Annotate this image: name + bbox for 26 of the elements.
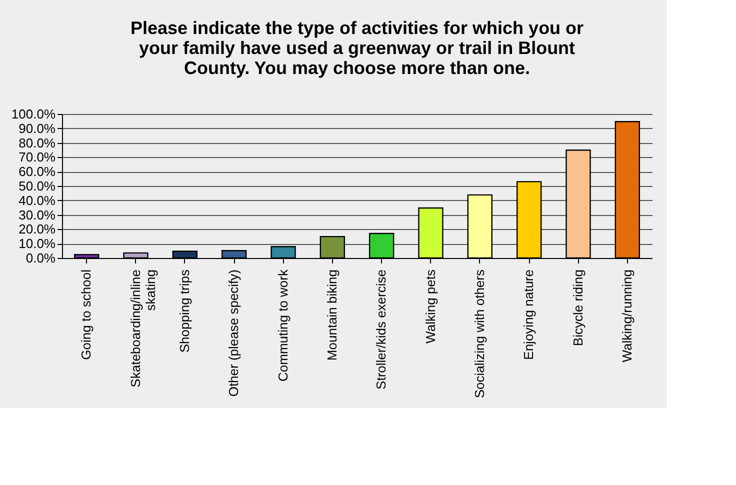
y-tick-label: 30.0% — [18, 207, 56, 222]
y-tick-label: 10.0% — [18, 236, 56, 252]
x-tick-label: Bicycle riding — [570, 270, 586, 346]
text: Please indicate the type of activities for which you or — [130, 18, 584, 38]
text: your family have used a greenway or trail in Blount — [138, 38, 576, 58]
y-tick-label: 100.0% — [11, 106, 56, 122]
x-tick-label: Stroller/kids exercise — [374, 270, 389, 390]
x-tick-label: Walking/running — [619, 270, 634, 362]
x-tick-label: Walking pets — [422, 269, 438, 344]
y-tick-label: 70.0% — [18, 150, 56, 165]
x-tick-label: Mountain biking — [324, 270, 340, 361]
y-tick-label: 90.0% — [18, 120, 56, 136]
y-tick-label: 40.0% — [18, 192, 56, 208]
x-tick-label: Shopping trips — [176, 269, 192, 353]
x-tick-label: Enjoying nature — [521, 270, 536, 360]
x-tick-label: Other (please specify) — [226, 270, 242, 397]
x-tick-label: Going to school — [78, 269, 94, 360]
y-tick-label: 50.0% — [18, 178, 56, 194]
y-tick-label: 80.0% — [18, 135, 56, 150]
x-tick-label: Commuting to work — [275, 269, 290, 382]
x-tick-label: Skateboarding/inline skating — [128, 270, 158, 388]
y-tick-label: 60.0% — [18, 164, 56, 180]
y-tick-label: 0.0% — [26, 250, 56, 266]
text: County. You may choose more than one. — [184, 58, 530, 78]
y-tick-label: 20.0% — [18, 222, 56, 237]
x-tick-label: Socializing with others — [472, 269, 487, 398]
